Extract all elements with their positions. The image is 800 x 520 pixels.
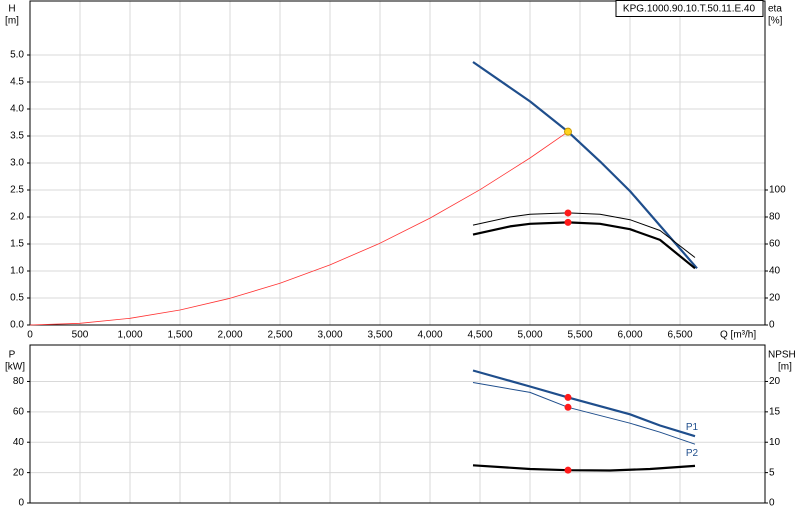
x-tick-label: 500 <box>72 330 89 341</box>
curve <box>472 221 696 270</box>
y-tick-label: 4.0 <box>10 104 24 115</box>
y-tick-label: 1.0 <box>10 266 24 277</box>
y-tick-label: 1.5 <box>10 239 24 250</box>
plot-frame <box>29 344 766 504</box>
x-tick-label: 1,000 <box>117 330 142 341</box>
x-tick-label: 5,000 <box>517 330 542 341</box>
x-tick-label: 2,000 <box>217 330 242 341</box>
y-tick-label: 60 <box>13 406 25 417</box>
y2-axis-unit: [m] <box>778 362 792 373</box>
x-tick-label: 3,000 <box>317 330 342 341</box>
plot-frame <box>29 0 766 326</box>
model-box <box>615 0 764 17</box>
y-tick-label: 2.5 <box>10 185 24 196</box>
y2-tick-label: 40 <box>769 266 781 277</box>
y2-tick-label: 20 <box>769 376 781 387</box>
y2-tick-label: 80 <box>769 212 781 223</box>
y-tick-label: 80 <box>13 376 25 387</box>
curve <box>472 382 696 445</box>
x-tick-label: 4,500 <box>467 330 492 341</box>
y-tick-label: 0 <box>18 498 24 509</box>
y-tick-label: 0.0 <box>10 320 24 331</box>
operating-point <box>564 466 572 474</box>
y2-tick-label: 20 <box>769 293 781 304</box>
y-tick-label: 4.5 <box>10 77 24 88</box>
y-tick-label: 20 <box>13 467 25 478</box>
model-title: KPG.1000.90.10.T.50.11.E.40 <box>623 4 756 15</box>
y-tick-label: 2.0 <box>10 212 24 223</box>
x-tick-label: 2,500 <box>267 330 292 341</box>
x-axis-label: Q [m³/h] <box>720 330 756 341</box>
y-tick-label: 0.5 <box>10 293 24 304</box>
curve <box>472 212 696 258</box>
y-axis-label: P <box>9 350 16 361</box>
x-tick-label: 5,500 <box>567 330 592 341</box>
y-axis-unit: [m] <box>5 16 19 27</box>
x-tick-label: 4,000 <box>417 330 442 341</box>
y2-tick-label: 5 <box>769 467 775 478</box>
curve-label: P1 <box>686 422 699 433</box>
y2-tick-label: 10 <box>769 437 781 448</box>
y-tick-label: 3.0 <box>10 158 24 169</box>
y-tick-label: 3.5 <box>10 131 24 142</box>
x-tick-label: 6,500 <box>667 330 692 341</box>
curve <box>29 131 569 326</box>
operating-point <box>564 393 572 401</box>
x-tick-label: 1,500 <box>167 330 192 341</box>
y2-tick-label: 100 <box>769 185 786 196</box>
operating-point <box>564 403 572 411</box>
y-axis-unit: [kW] <box>5 362 25 373</box>
y2-axis-label: NPSH <box>768 350 796 361</box>
y2-tick-label: 0 <box>769 498 775 509</box>
curve <box>472 369 696 438</box>
y2-tick-label: 0 <box>769 320 775 331</box>
x-tick-label: 6,000 <box>617 330 642 341</box>
y-tick-label: 40 <box>13 437 25 448</box>
x-tick-label: 0 <box>27 330 33 341</box>
y-axis-label: H <box>8 4 15 15</box>
y2-axis-unit: [%] <box>768 16 783 27</box>
curve <box>472 464 696 472</box>
operating-point <box>564 218 572 226</box>
operating-point <box>564 127 572 136</box>
curve <box>472 61 698 270</box>
y2-tick-label: 15 <box>769 406 781 417</box>
y2-axis-label: eta <box>768 4 782 15</box>
y2-tick-label: 60 <box>769 239 781 250</box>
x-tick-label: 3,500 <box>367 330 392 341</box>
y-tick-label: 5.0 <box>10 50 24 61</box>
curve-label: P2 <box>686 448 699 459</box>
operating-point <box>564 209 572 217</box>
